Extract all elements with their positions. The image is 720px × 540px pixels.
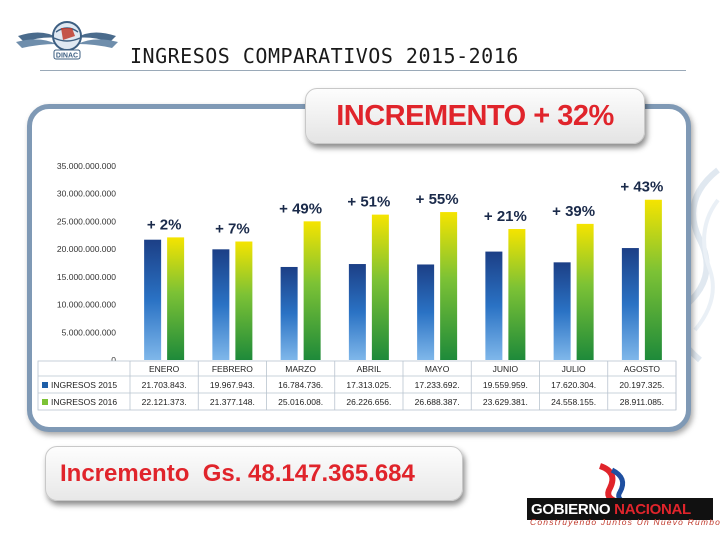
data-table-value: 17.313.025. — [346, 380, 391, 390]
percent-annotation: + 51% — [347, 194, 390, 211]
bar-2015 — [144, 239, 162, 360]
data-table-value: 24.558.155. — [551, 397, 596, 407]
data-table-value: 28.911.085. — [620, 397, 664, 407]
data-table-value: 25.016.008. — [278, 397, 323, 407]
bar-2015 — [485, 251, 503, 360]
gov-tagline: Construyendo Juntos Un Nuevo Rumbo — [530, 517, 720, 527]
legend-swatch-2016 — [42, 399, 48, 405]
title-divider — [40, 70, 686, 71]
percent-annotation: + 2% — [147, 216, 182, 233]
y-tick-label: 30.000.000.000 — [57, 189, 116, 199]
percent-annotation: + 39% — [552, 203, 595, 220]
category-label: FEBRERO — [212, 364, 253, 374]
category-label: MARZO — [285, 364, 316, 374]
percent-annotation: + 43% — [620, 179, 663, 196]
percent-annotation: + 7% — [215, 221, 250, 238]
data-table-value: 26.688.387. — [415, 397, 460, 407]
bar-2016 — [371, 214, 389, 360]
data-table-value: 21.703.843. — [142, 380, 187, 390]
data-table-value: 16.784.736. — [278, 380, 323, 390]
category-label: ENERO — [149, 364, 180, 374]
logo-label: DINAC — [56, 53, 78, 60]
percent-annotation: + 49% — [279, 200, 322, 217]
slide-title: INGRESOS COMPARATIVOS 2015-2016 — [130, 44, 519, 68]
bar-2015 — [417, 264, 435, 360]
y-tick-label: 20.000.000.000 — [57, 244, 116, 254]
bar-2016 — [508, 229, 526, 360]
gov-wordmark: GOBIERNO NACIONAL — [527, 498, 713, 520]
percent-annotation: + 55% — [416, 191, 459, 208]
percent-annotation: + 21% — [484, 208, 527, 225]
bar-2015 — [553, 262, 571, 360]
category-label: JULIO — [562, 364, 586, 374]
category-label: JUNIO — [493, 364, 519, 374]
data-table-frame — [37, 360, 677, 411]
category-label: AGOSTO — [624, 364, 661, 374]
y-tick-label: 0 — [111, 355, 116, 365]
y-tick-label: 15.000.000.000 — [57, 272, 116, 282]
bar-2016 — [167, 237, 185, 360]
bar-2016 — [644, 199, 662, 360]
data-table-value: 26.226.656. — [346, 397, 391, 407]
data-table-value: 21.377.148. — [210, 397, 255, 407]
bar-2015 — [348, 264, 366, 360]
data-table-value: 19.967.943. — [210, 380, 255, 390]
bar-2015 — [621, 248, 639, 360]
data-table-value: 17.620.304. — [551, 380, 596, 390]
bar-2015 — [212, 249, 230, 360]
increment-amount-badge: Incremento Gs. 48.147.365.684 — [45, 446, 463, 501]
y-tick-label: 35.000.000.000 — [57, 161, 116, 171]
bar-2015 — [280, 266, 298, 360]
bar-2016 — [235, 241, 253, 360]
bar-2016 — [576, 223, 594, 360]
bar-2016 — [303, 221, 321, 360]
gov-word-nacional: NACIONAL — [614, 500, 691, 518]
y-tick-label: 25.000.000.000 — [57, 216, 116, 226]
data-table-value: 20.197.325. — [619, 380, 664, 390]
legend-label-2016: INGRESOS 2016 — [51, 397, 117, 407]
category-label: MAYO — [425, 364, 450, 374]
data-table-value: 19.559.959. — [483, 380, 528, 390]
gov-word-gobierno: GOBIERNO — [531, 500, 611, 518]
legend-swatch-2015 — [42, 382, 48, 388]
data-table-value: 23.629.381. — [483, 397, 528, 407]
data-table-value: 17.233.692. — [415, 380, 460, 390]
legend-label-2015: INGRESOS 2015 — [51, 380, 117, 390]
bar-2016 — [440, 212, 458, 360]
category-label: ABRIL — [357, 364, 382, 374]
increment-percent-badge: INCREMENTO + 32% — [305, 88, 645, 144]
data-table-value: 22.121.373. — [142, 397, 187, 407]
y-tick-label: 10.000.000.000 — [57, 300, 116, 310]
winged-globe-emblem-icon: DINAC — [16, 21, 118, 60]
y-tick-label: 5.000.000.000 — [62, 327, 117, 337]
